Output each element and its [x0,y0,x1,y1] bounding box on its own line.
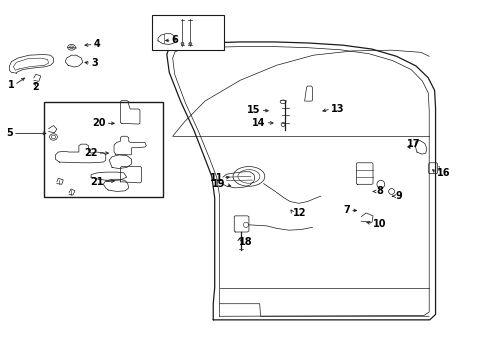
Ellipse shape [181,42,184,45]
Text: 17: 17 [407,139,421,149]
Text: 4: 4 [94,40,100,49]
Text: 12: 12 [293,208,306,218]
Text: 3: 3 [91,58,98,68]
Text: 18: 18 [239,237,253,247]
Text: 15: 15 [247,105,261,115]
Text: 7: 7 [343,206,350,216]
Text: 1: 1 [8,80,14,90]
Text: 11: 11 [210,173,223,183]
Text: 13: 13 [331,104,344,114]
Bar [152,15,224,50]
Ellipse shape [189,42,192,45]
Text: 20: 20 [92,118,106,128]
Text: 16: 16 [437,168,450,178]
Bar [44,102,163,197]
Text: 5: 5 [6,129,13,138]
Text: 10: 10 [373,219,387,229]
Text: 9: 9 [395,191,402,201]
Text: 2: 2 [32,82,39,92]
Text: 21: 21 [90,177,103,187]
Text: 14: 14 [252,118,266,128]
Text: 6: 6 [172,35,178,45]
Text: 19: 19 [212,179,225,189]
Text: 22: 22 [84,148,98,158]
Text: 8: 8 [376,186,383,197]
